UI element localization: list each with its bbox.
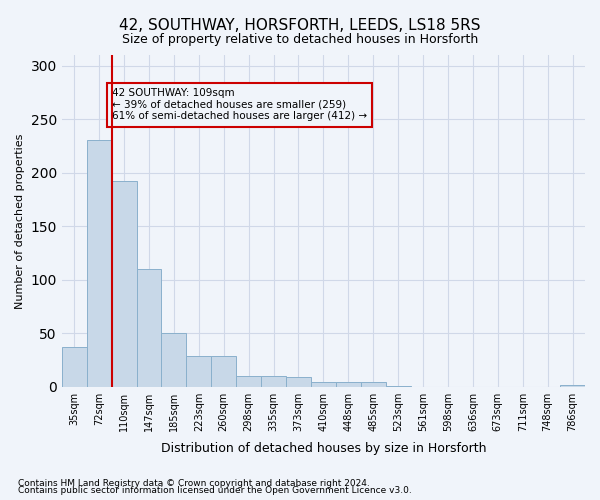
Bar: [336, 382, 361, 386]
Bar: [286, 377, 311, 386]
Text: 42, SOUTHWAY, HORSFORTH, LEEDS, LS18 5RS: 42, SOUTHWAY, HORSFORTH, LEEDS, LS18 5RS: [119, 18, 481, 32]
Bar: [560, 384, 585, 386]
Bar: [311, 382, 336, 386]
Text: 42 SOUTHWAY: 109sqm
← 39% of detached houses are smaller (259)
61% of semi-detac: 42 SOUTHWAY: 109sqm ← 39% of detached ho…: [112, 88, 367, 122]
Bar: [161, 333, 187, 386]
X-axis label: Distribution of detached houses by size in Horsforth: Distribution of detached houses by size …: [161, 442, 486, 455]
Bar: [211, 356, 236, 386]
Bar: [236, 376, 261, 386]
Y-axis label: Number of detached properties: Number of detached properties: [15, 133, 25, 308]
Text: Size of property relative to detached houses in Horsforth: Size of property relative to detached ho…: [122, 32, 478, 46]
Text: Contains public sector information licensed under the Open Government Licence v3: Contains public sector information licen…: [18, 486, 412, 495]
Bar: [137, 269, 161, 386]
Text: Contains HM Land Registry data © Crown copyright and database right 2024.: Contains HM Land Registry data © Crown c…: [18, 478, 370, 488]
Bar: [62, 347, 87, 387]
Bar: [261, 376, 286, 386]
Bar: [187, 356, 211, 386]
Bar: [87, 140, 112, 386]
Bar: [112, 181, 137, 386]
Bar: [361, 382, 386, 386]
